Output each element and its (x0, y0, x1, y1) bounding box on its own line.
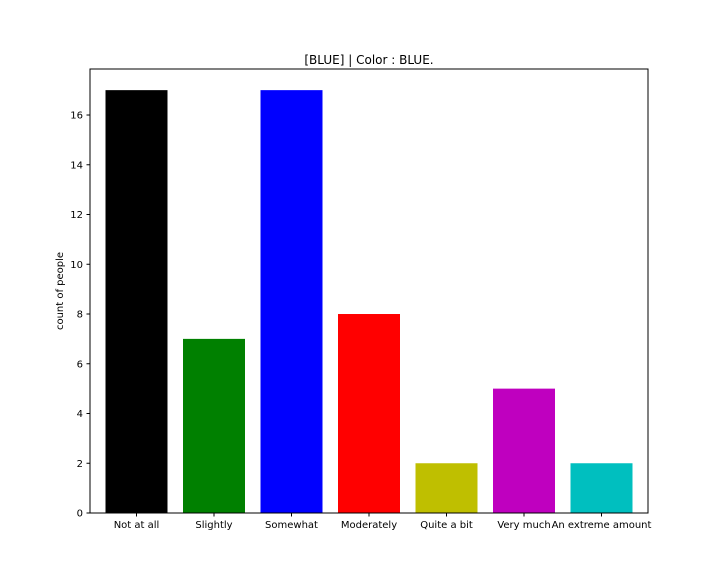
bar-very-much (493, 388, 555, 513)
x-axis: Not at all Slightly Somewhat Moderately Quit… (114, 513, 652, 531)
y-tick-label: 14 (70, 160, 83, 171)
x-tick-label: Somewhat (265, 520, 318, 531)
x-tick-label: Very much (497, 520, 550, 531)
x-tick-label: An extreme amount (552, 520, 652, 531)
y-axis-title: count of people (55, 252, 66, 330)
y-tick-label: 16 (70, 111, 83, 122)
bar-quite-a-bit (415, 463, 478, 513)
x-tick-label: Not at all (114, 520, 160, 531)
bar-an-extreme-amount (570, 463, 633, 513)
y-tick-label: 8 (77, 310, 83, 321)
bar-somewhat (260, 90, 323, 513)
y-tick-label: 12 (70, 210, 83, 221)
y-tick-label: 6 (77, 359, 83, 370)
x-tick-label: Quite a bit (420, 520, 473, 531)
y-tick-label: 0 (77, 509, 83, 520)
bars-layer (105, 90, 633, 513)
bar-moderately (338, 314, 400, 513)
chart-title: [BLUE] | Color : BLUE. (304, 53, 433, 67)
x-tick-label: Moderately (341, 520, 397, 531)
bar-slightly (183, 338, 245, 513)
y-axis: 0 2 4 6 8 10 12 14 16 (70, 111, 90, 520)
plot-area-frame (89, 68, 649, 514)
y-tick-label: 10 (70, 260, 83, 271)
y-tick-label: 4 (77, 409, 83, 420)
x-tick-label: Slightly (195, 520, 232, 531)
bar-not-at-all (105, 90, 168, 513)
y-tick-label: 2 (77, 459, 83, 470)
